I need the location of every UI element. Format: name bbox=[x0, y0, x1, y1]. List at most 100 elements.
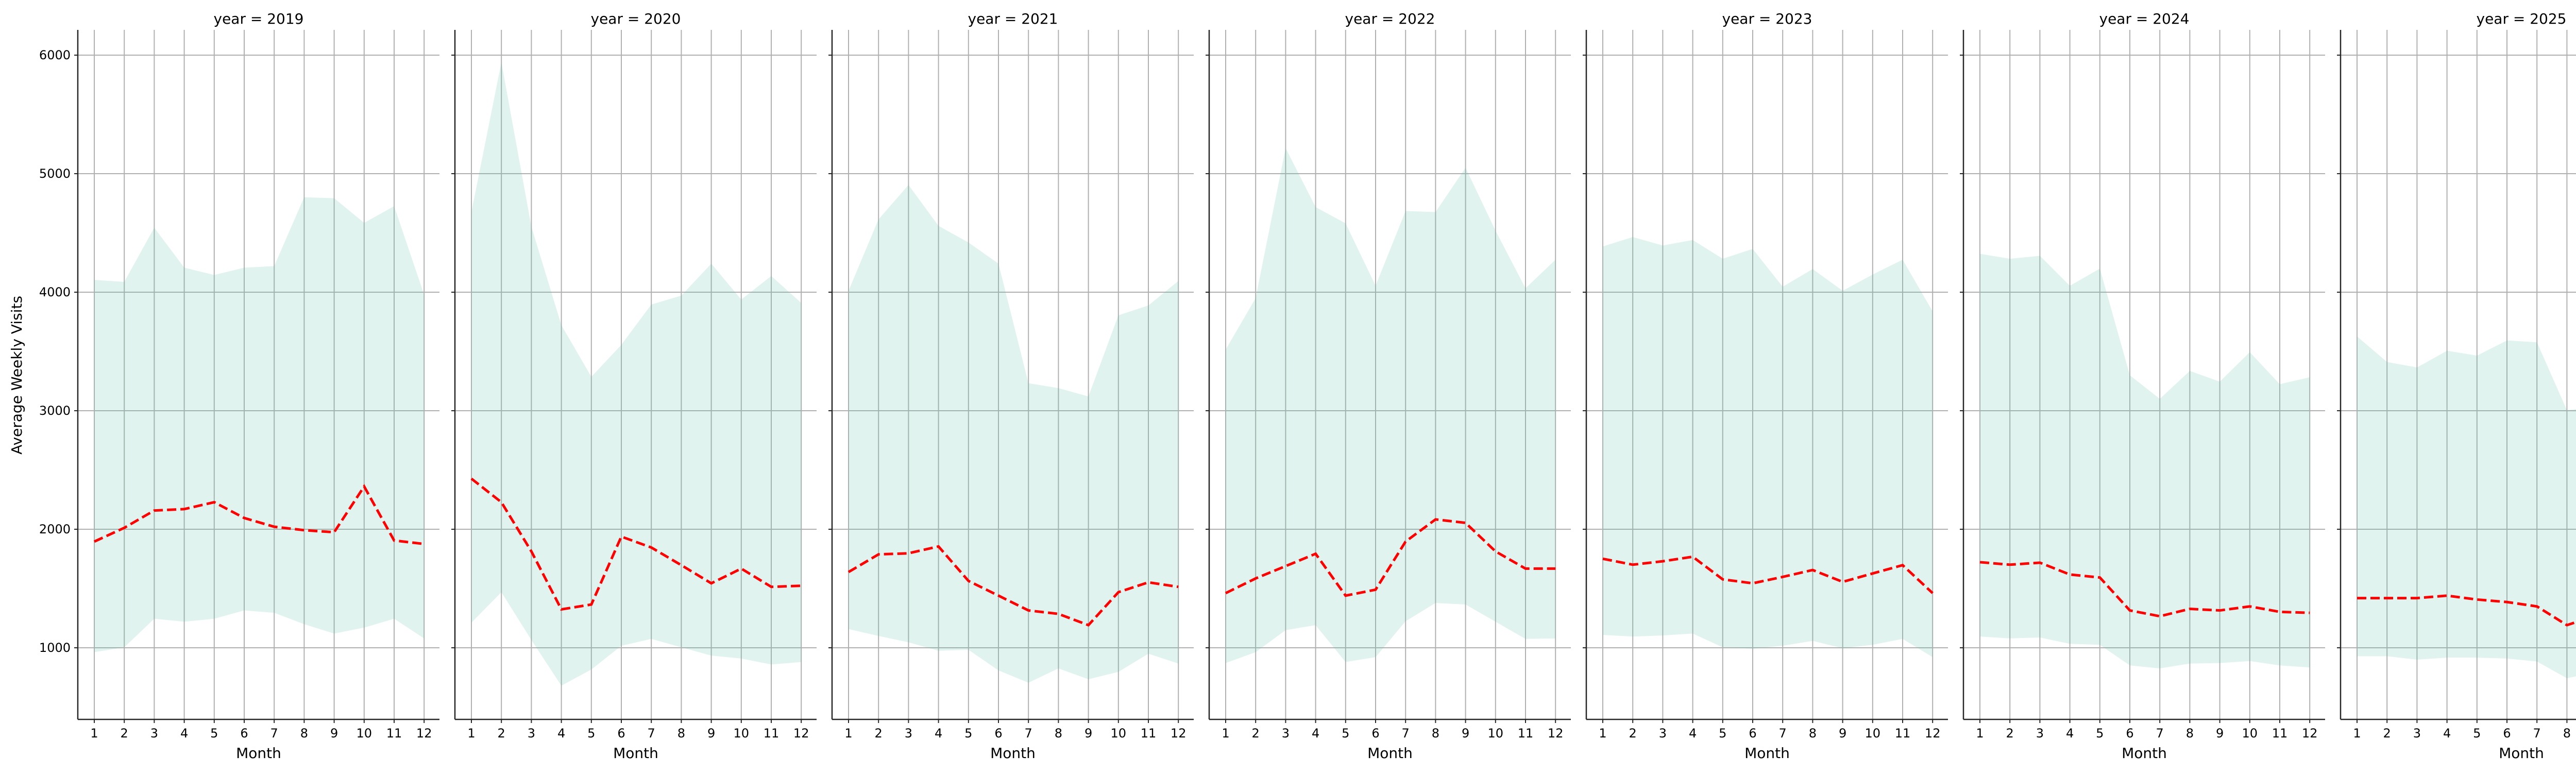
y-tick-label: 2000 bbox=[39, 522, 71, 536]
x-tick-label: 6 bbox=[617, 726, 625, 741]
x-tick-label: 11 bbox=[1518, 726, 1534, 741]
x-tick-label: 4 bbox=[2443, 726, 2451, 741]
x-tick-label: 5 bbox=[210, 726, 218, 741]
x-axis-title: Month bbox=[2499, 745, 2544, 762]
x-tick-label: 12 bbox=[2302, 726, 2318, 741]
x-tick-label: 2 bbox=[498, 726, 505, 741]
x-tick-label: 2 bbox=[2006, 726, 2014, 741]
panel-title: year = 2025 bbox=[2477, 10, 2567, 27]
x-tick-label: 5 bbox=[2473, 726, 2481, 741]
y-tick-label: 4000 bbox=[39, 285, 71, 299]
x-tick-label: 5 bbox=[2096, 726, 2104, 741]
x-tick-label: 9 bbox=[2216, 726, 2224, 741]
x-tick-label: 11 bbox=[1895, 726, 1911, 741]
x-tick-label: 7 bbox=[2156, 726, 2164, 741]
x-tick-label: 9 bbox=[707, 726, 715, 741]
x-tick-label: 4 bbox=[1312, 726, 1319, 741]
x-tick-label: 2 bbox=[121, 726, 128, 741]
x-tick-label: 6 bbox=[1371, 726, 1379, 741]
y-tick-label: 3000 bbox=[39, 404, 71, 418]
x-tick-label: 10 bbox=[1111, 726, 1127, 741]
panel-title: year = 2019 bbox=[214, 10, 304, 27]
x-tick-label: 4 bbox=[1689, 726, 1697, 741]
x-tick-label: 6 bbox=[994, 726, 1002, 741]
x-tick-label: 10 bbox=[1865, 726, 1881, 741]
x-tick-label: 11 bbox=[386, 726, 402, 741]
y-tick-label: 6000 bbox=[39, 48, 71, 62]
x-axis-title: Month bbox=[1367, 745, 1413, 762]
x-tick-label: 10 bbox=[734, 726, 750, 741]
x-tick-label: 2 bbox=[2383, 726, 2391, 741]
x-tick-label: 12 bbox=[416, 726, 432, 741]
x-tick-label: 3 bbox=[1282, 726, 1290, 741]
panel-title: year = 2020 bbox=[591, 10, 681, 27]
x-tick-label: 8 bbox=[1432, 726, 1439, 741]
x-tick-label: 7 bbox=[270, 726, 278, 741]
x-tick-label: 6 bbox=[1749, 726, 1756, 741]
x-tick-label: 2 bbox=[1629, 726, 1637, 741]
x-tick-label: 1 bbox=[1222, 726, 1229, 741]
x-axis-title: Month bbox=[1744, 745, 1790, 762]
percentile-band bbox=[471, 62, 802, 686]
x-tick-label: 9 bbox=[1462, 726, 1469, 741]
x-tick-label: 10 bbox=[357, 726, 372, 741]
median-line bbox=[470, 477, 802, 611]
x-tick-label: 7 bbox=[1779, 726, 1787, 741]
x-axis-title: Month bbox=[990, 745, 1036, 762]
median-line bbox=[1602, 555, 1934, 594]
x-tick-label: 3 bbox=[2413, 726, 2421, 741]
x-tick-label: 7 bbox=[2533, 726, 2541, 741]
x-axis-title: Month bbox=[236, 745, 281, 762]
x-tick-label: 5 bbox=[587, 726, 595, 741]
x-tick-label: 9 bbox=[330, 726, 338, 741]
panel-title: year = 2021 bbox=[968, 10, 1058, 27]
x-tick-label: 3 bbox=[1659, 726, 1667, 741]
median-line bbox=[1979, 561, 2310, 618]
x-tick-label: 7 bbox=[648, 726, 655, 741]
x-tick-label: 5 bbox=[964, 726, 972, 741]
percentile-band bbox=[849, 184, 1179, 683]
x-tick-label: 4 bbox=[180, 726, 188, 741]
x-tick-label: 2 bbox=[875, 726, 883, 741]
x-tick-label: 3 bbox=[905, 726, 912, 741]
x-tick-label: 5 bbox=[1342, 726, 1349, 741]
y-tick-label: 1000 bbox=[39, 641, 71, 655]
x-tick-label: 8 bbox=[2186, 726, 2194, 741]
x-tick-label: 12 bbox=[793, 726, 809, 741]
x-tick-label: 8 bbox=[1055, 726, 1062, 741]
x-tick-label: 8 bbox=[677, 726, 685, 741]
median-line bbox=[93, 484, 425, 546]
percentile-band bbox=[1226, 148, 1556, 663]
panel-title: year = 2022 bbox=[1345, 10, 1435, 27]
x-tick-label: 12 bbox=[1548, 726, 1564, 741]
x-tick-label: 1 bbox=[90, 726, 98, 741]
x-tick-label: 11 bbox=[764, 726, 779, 741]
x-tick-label: 6 bbox=[2126, 726, 2133, 741]
x-tick-label: 6 bbox=[2503, 726, 2511, 741]
x-tick-label: 1 bbox=[1976, 726, 1984, 741]
y-axis-title: Average Weekly Visits bbox=[8, 296, 25, 455]
x-tick-label: 1 bbox=[2353, 726, 2361, 741]
x-tick-label: 8 bbox=[300, 726, 308, 741]
x-tick-label: 10 bbox=[1488, 726, 1504, 741]
x-tick-label: 4 bbox=[935, 726, 942, 741]
x-tick-label: 1 bbox=[467, 726, 475, 741]
median-line bbox=[1225, 518, 1556, 597]
x-tick-label: 3 bbox=[528, 726, 535, 741]
percentile-band bbox=[94, 197, 425, 652]
percentile-band bbox=[1980, 254, 2310, 669]
x-tick-label: 8 bbox=[2563, 726, 2571, 741]
x-axis-title: Month bbox=[2122, 745, 2167, 762]
x-tick-label: 5 bbox=[1719, 726, 1726, 741]
x-tick-label: 2 bbox=[1252, 726, 1260, 741]
panel-title: year = 2024 bbox=[2099, 10, 2190, 27]
